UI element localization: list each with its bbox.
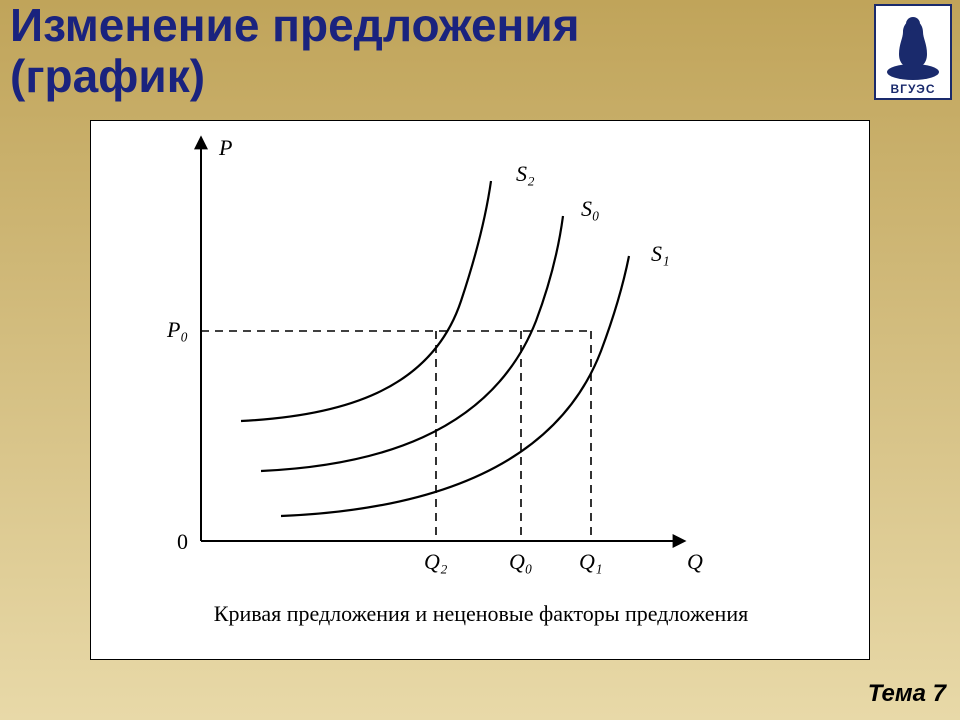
university-logo: ВГУЭС <box>874 4 952 100</box>
slide: Изменение предложения (график) ВГУЭС P Q 0… <box>0 0 960 720</box>
slide-title: Изменение предложения (график) <box>10 0 579 101</box>
svg-text:Q: Q <box>687 549 703 574</box>
footer-topic: Тема 7 <box>868 680 946 708</box>
svg-text:Кривая предложения и неценовые: Кривая предложения и неценовые факторы п… <box>214 601 748 626</box>
chart-container: P Q 0 P₀ Q₂ Q₀ Q₁ S₂ S₀ S₁ Кривая предложения и не… <box>90 120 870 660</box>
logo-text: ВГУЭС <box>891 82 936 98</box>
svg-text:0: 0 <box>177 529 188 554</box>
svg-text:Q₁: Q₁ <box>579 549 603 574</box>
svg-text:Q₀: Q₀ <box>509 549 533 574</box>
svg-text:P: P <box>218 135 232 160</box>
supply-curves-chart: P Q 0 P₀ Q₂ Q₀ Q₁ S₂ S₀ S₁ Кривая предложения и не… <box>91 121 871 661</box>
svg-text:S₀: S₀ <box>581 196 600 221</box>
svg-text:P₀: P₀ <box>166 317 188 342</box>
svg-text:S₁: S₁ <box>651 241 670 266</box>
logo-figure-icon <box>877 10 949 82</box>
svg-text:Q₂: Q₂ <box>424 549 448 574</box>
svg-text:S₂: S₂ <box>516 161 535 186</box>
